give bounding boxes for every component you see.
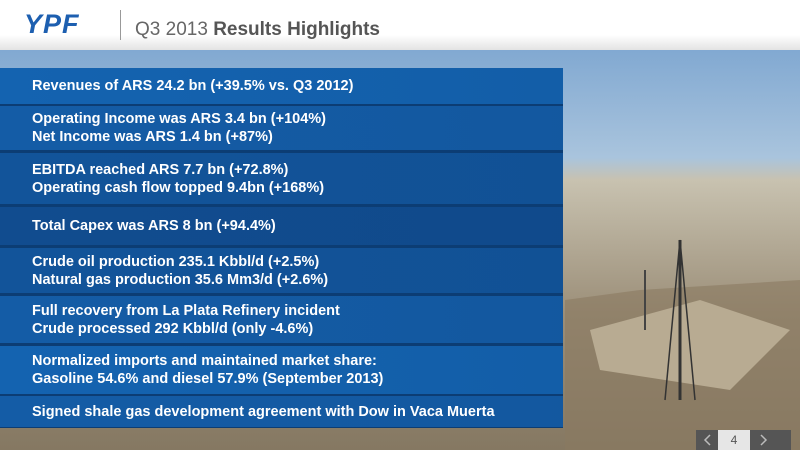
pager-arrows: [703, 434, 768, 446]
highlight-line: Signed shale gas development agreement w…: [32, 403, 495, 420]
highlight-line: Crude processed 292 Kbbl/d (only -4.6%): [32, 320, 314, 337]
title-main: Results Highlights: [213, 19, 380, 40]
separator: [120, 10, 121, 40]
logo: YPF: [24, 9, 80, 39]
highlight-line: Operating cash flow topped 9.4bn (+168%): [32, 179, 325, 196]
highlight-line: Total Capex was ARS 8 bn (+94.4%): [32, 218, 276, 234]
highlight: Signed shale gas development agreement w…: [0, 396, 563, 427]
highlights-panel: Revenues of ARS 24.2 bn (+39.5% vs. Q3 2…: [0, 68, 563, 428]
page-number: 4: [718, 430, 750, 450]
highlight: Normalized imports and maintained market…: [0, 346, 563, 394]
highlight-line: Revenues of ARS 24.2 bn (+39.5% vs. Q3 2…: [32, 78, 354, 94]
highlight: Crude oil production 235.1 Kbbl/d (+2.5%…: [0, 248, 563, 293]
header: YPF Q3 2013 Results Highlights: [0, 0, 800, 50]
title-prefix: Q3 2013: [135, 19, 208, 40]
highlight-line: Crude oil production 235.1 Kbbl/d (+2.5%…: [32, 253, 320, 270]
title: Q3 2013 Results Highlights: [135, 19, 380, 41]
highlight-line: EBITDA reached ARS 7.7 bn (+72.8%): [32, 161, 289, 178]
highlight-line: Net Income was ARS 1.4 bn (+87%): [32, 129, 273, 145]
highlight-line: Full recovery from La Plata Refinery inc…: [32, 302, 340, 319]
highlight-line: Natural gas production 35.6 Mm3/d (+2.6%…: [32, 271, 329, 288]
highlight: Full recovery from La Plata Refinery inc…: [0, 296, 563, 343]
highlight-line: Gasoline 54.6% and diesel 57.9% (Septemb…: [32, 371, 384, 387]
highlight: Revenues of ARS 24.2 bn (+39.5% vs. Q3 2…: [0, 68, 563, 104]
highlight-line: Normalized imports and maintained market…: [32, 353, 377, 369]
highlight: Total Capex was ARS 8 bn (+94.4%): [0, 207, 563, 245]
highlight: Operating Income was ARS 3.4 bn (+104%) N…: [0, 106, 563, 150]
highlight-line: Operating Income was ARS 3.4 bn (+104%): [32, 111, 326, 127]
highlight: EBITDA reached ARS 7.7 bn (+72.8%) Operat…: [0, 153, 563, 204]
